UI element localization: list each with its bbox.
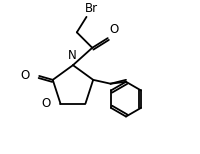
Text: O: O — [110, 23, 119, 36]
Text: Br: Br — [85, 2, 98, 15]
Text: N: N — [68, 49, 76, 62]
Text: O: O — [20, 69, 30, 81]
Text: O: O — [42, 97, 51, 110]
